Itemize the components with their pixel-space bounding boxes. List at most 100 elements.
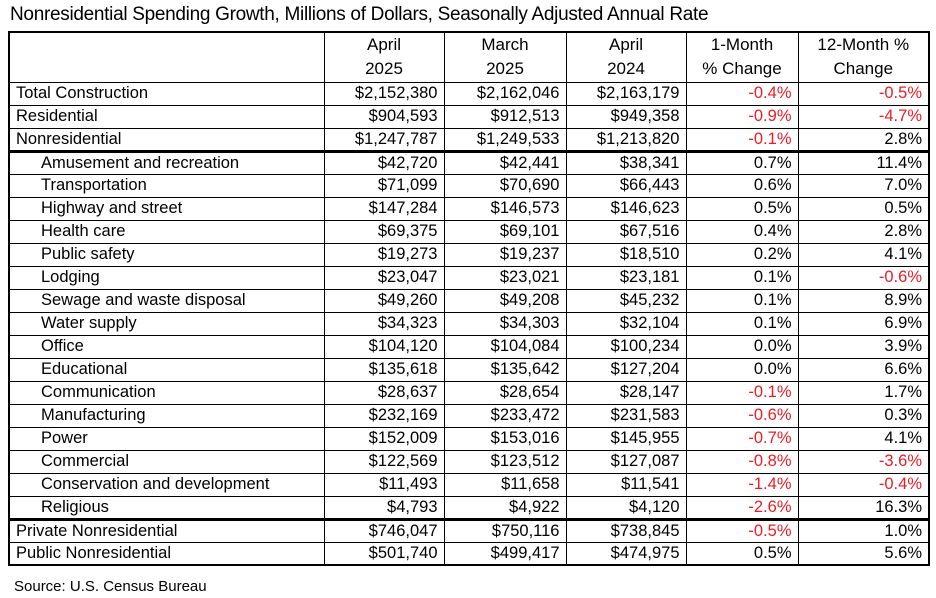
column-header-march-2025: March 2025 [443, 31, 567, 83]
row-label: Commercial [8, 449, 325, 474]
cell-mar-2025: $34,303 [443, 311, 567, 336]
cell-chg-12mo: 1.7% [797, 380, 930, 405]
column-header-1-month-change: 1-Month % Change [685, 31, 799, 83]
spending-table: April 2025 March 2025 April 2024 1-Month % … [8, 31, 930, 566]
table-row-nonresidential: Nonresidential $1,247,787 $1,249,533 $1,213… [8, 127, 930, 153]
cell-apr-2024: $18,510 [565, 242, 687, 267]
table-row-conservation-and-development: Conservation and development $11,493 $11,6… [8, 472, 930, 497]
cell-chg-1mo: 0.1% [685, 288, 799, 313]
cell-chg-12mo: 11.4% [797, 150, 930, 175]
cell-apr-2024: $11,541 [565, 472, 687, 497]
row-label: Office [8, 334, 325, 359]
cell-mar-2025: $23,021 [443, 265, 567, 290]
cell-apr-2024: $2,163,179 [565, 81, 687, 106]
row-label: Total Construction [8, 81, 325, 106]
column-header-april-2024: April 2024 [565, 31, 687, 83]
cell-apr-2024: $23,181 [565, 265, 687, 290]
row-label: Educational [8, 357, 325, 382]
table-row-sewage-and-waste-disposal: Sewage and waste disposal $49,260 $49,208 $… [8, 288, 930, 313]
table-row-public-safety: Public safety $19,273 $19,237 $18,510 0.2% 4.… [8, 242, 930, 267]
cell-mar-2025: $153,016 [443, 426, 567, 451]
cell-mar-2025: $912,513 [443, 104, 567, 129]
cell-chg-12mo: 0.5% [797, 196, 930, 221]
cell-apr-2025: $28,637 [323, 380, 445, 405]
table-row-office: Office $104,120 $104,084 $100,234 0.0% 3.9% [8, 334, 930, 359]
cell-chg-12mo: -3.6% [797, 449, 930, 474]
cell-chg-1mo: 0.1% [685, 311, 799, 336]
table-row-water-supply: Water supply $34,323 $34,303 $32,104 0.1% 6.9… [8, 311, 930, 336]
cell-chg-1mo: 0.0% [685, 357, 799, 382]
cell-chg-12mo: 0.3% [797, 403, 930, 428]
cell-apr-2024: $28,147 [565, 380, 687, 405]
cell-chg-1mo: -0.1% [685, 127, 799, 153]
cell-mar-2025: $146,573 [443, 196, 567, 221]
cell-apr-2024: $4,120 [565, 495, 687, 521]
table-row-total-construction: Total Construction $2,152,380 $2,162,046 $2… [8, 81, 930, 106]
cell-apr-2025: $42,720 [323, 150, 445, 175]
row-label: Conservation and development [8, 472, 325, 497]
row-label: Communication [8, 380, 325, 405]
table-row-commercial: Commercial $122,569 $123,512 $127,087 -0.8% -… [8, 449, 930, 474]
table-row-manufacturing: Manufacturing $232,169 $233,472 $231,583 -0.… [8, 403, 930, 428]
cell-mar-2025: $750,116 [443, 518, 567, 543]
cell-chg-12mo: 1.0% [797, 518, 930, 543]
cell-chg-1mo: 0.4% [685, 219, 799, 244]
header-row: April 2025 March 2025 April 2024 1-Month % … [8, 31, 930, 83]
table-header: April 2025 March 2025 April 2024 1-Month % … [8, 31, 930, 83]
cell-chg-1mo: -0.1% [685, 380, 799, 405]
cell-mar-2025: $69,101 [443, 219, 567, 244]
cell-apr-2025: $147,284 [323, 196, 445, 221]
row-label: Public Nonresidential [8, 541, 325, 566]
cell-chg-12mo: -0.5% [797, 81, 930, 106]
cell-chg-1mo: -0.8% [685, 449, 799, 474]
row-label: Power [8, 426, 325, 451]
column-header-april-2025: April 2025 [323, 31, 445, 83]
cell-chg-12mo: -0.6% [797, 265, 930, 290]
cell-apr-2024: $145,955 [565, 426, 687, 451]
cell-apr-2024: $949,358 [565, 104, 687, 129]
cell-chg-12mo: 16.3% [797, 495, 930, 521]
cell-chg-12mo: 4.1% [797, 242, 930, 267]
cell-chg-12mo: 8.9% [797, 288, 930, 313]
cell-apr-2024: $1,213,820 [565, 127, 687, 153]
cell-chg-1mo: 0.1% [685, 265, 799, 290]
table-row-private-nonresidential: Private Nonresidential $746,047 $750,116 $7… [8, 518, 930, 543]
cell-mar-2025: $123,512 [443, 449, 567, 474]
cell-apr-2025: $11,493 [323, 472, 445, 497]
cell-mar-2025: $1,249,533 [443, 127, 567, 153]
row-label: Water supply [8, 311, 325, 336]
cell-chg-12mo: 6.9% [797, 311, 930, 336]
cell-apr-2025: $19,273 [323, 242, 445, 267]
table-row-health-care: Health care $69,375 $69,101 $67,516 0.4% 2.8% [8, 219, 930, 244]
table-row-residential: Residential $904,593 $912,513 $949,358 -0.9%… [8, 104, 930, 129]
cell-chg-1mo: -1.4% [685, 472, 799, 497]
row-label: Lodging [8, 265, 325, 290]
cell-chg-1mo: 0.5% [685, 541, 799, 566]
cell-apr-2024: $67,516 [565, 219, 687, 244]
cell-apr-2024: $32,104 [565, 311, 687, 336]
cell-apr-2024: $146,623 [565, 196, 687, 221]
table-body: Total Construction $2,152,380 $2,162,046 $2… [8, 81, 930, 566]
page-title: Nonresidential Spending Growth, Millions… [10, 4, 709, 25]
row-label: Manufacturing [8, 403, 325, 428]
table-row-communication: Communication $28,637 $28,654 $28,147 -0.1% 1… [8, 380, 930, 405]
cell-chg-1mo: -0.6% [685, 403, 799, 428]
cell-apr-2025: $746,047 [323, 518, 445, 543]
cell-apr-2024: $127,087 [565, 449, 687, 474]
row-label: Sewage and waste disposal [8, 288, 325, 313]
cell-chg-1mo: -0.4% [685, 81, 799, 106]
cell-chg-12mo: 7.0% [797, 173, 930, 198]
table-row-highway-and-street: Highway and street $147,284 $146,573 $146,6… [8, 196, 930, 221]
cell-chg-1mo: -0.9% [685, 104, 799, 129]
cell-mar-2025: $19,237 [443, 242, 567, 267]
row-label: Highway and street [8, 196, 325, 221]
row-label: Amusement and recreation [8, 150, 325, 175]
cell-apr-2025: $152,009 [323, 426, 445, 451]
table-row-transportation: Transportation $71,099 $70,690 $66,443 0.6% 7… [8, 173, 930, 198]
cell-chg-1mo: 0.2% [685, 242, 799, 267]
row-label: Nonresidential [8, 127, 325, 153]
row-label: Private Nonresidential [8, 518, 325, 543]
cell-mar-2025: $233,472 [443, 403, 567, 428]
row-label: Transportation [8, 173, 325, 198]
cell-mar-2025: $104,084 [443, 334, 567, 359]
